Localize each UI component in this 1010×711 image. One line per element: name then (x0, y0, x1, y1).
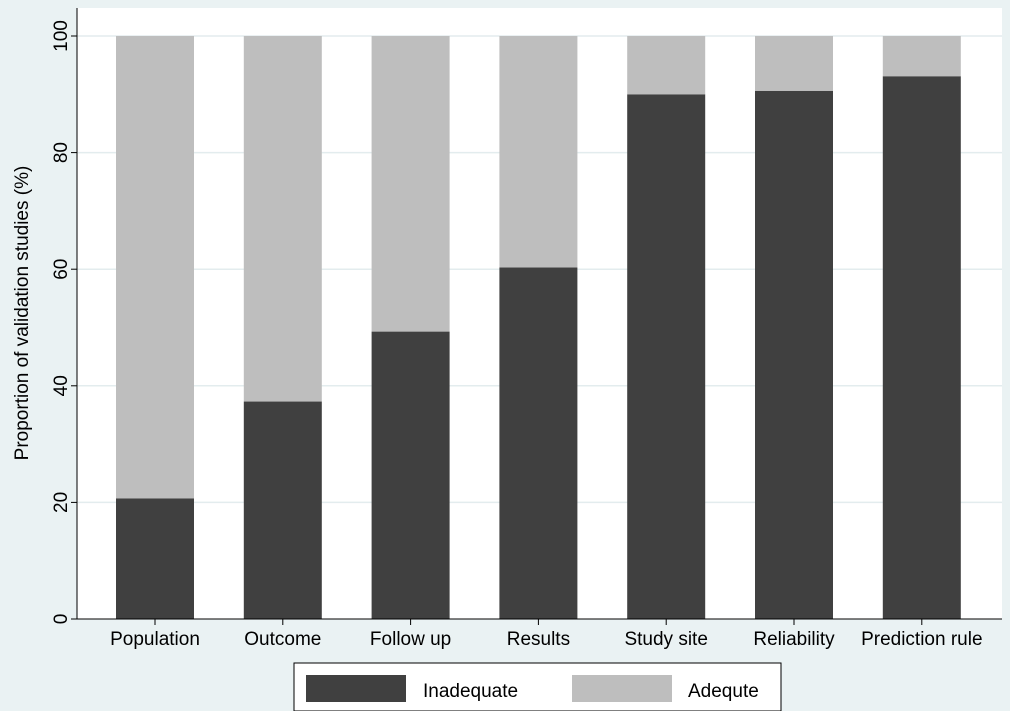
bar-adequte (243, 36, 322, 402)
legend-swatch-inadequate (306, 675, 406, 702)
y-tick-label: 40 (51, 375, 72, 396)
x-category-label: Reliability (753, 629, 835, 650)
y-axis-title: Proportion of validation studies (%) (12, 166, 33, 461)
x-category-label: Outcome (244, 629, 321, 650)
x-category-label: Results (507, 629, 570, 650)
bar-adequte (755, 36, 833, 91)
bar-adequte (882, 36, 961, 77)
x-category-label: Prediction rule (861, 629, 982, 650)
bar-inadequate (243, 401, 322, 619)
y-tick-label: 100 (51, 20, 72, 52)
bar-inadequate (755, 90, 833, 619)
bar-adequte (371, 36, 450, 332)
bar-inadequate (371, 331, 450, 619)
y-tick-label: 80 (51, 142, 72, 163)
bar-inadequate (116, 498, 194, 619)
x-category-label: Study site (624, 629, 707, 650)
bars (116, 36, 961, 620)
bar-inadequate (499, 267, 578, 619)
y-axis-ticks: 0 20 40 60 80 100 (51, 20, 77, 624)
bar-adequte (116, 36, 194, 499)
legend-label-inadequate: Inadequate (423, 681, 518, 702)
bar-inadequate (882, 76, 961, 620)
legend-label-adequte: Adequte (688, 681, 759, 702)
y-tick-label: 60 (51, 259, 72, 280)
x-category-label: Follow up (370, 629, 451, 650)
y-tick-label: 0 (51, 614, 72, 625)
x-category-label: Population (110, 629, 200, 650)
legend-swatch-adequte (572, 675, 672, 702)
bar-adequte (499, 36, 578, 268)
bar-adequte (627, 36, 706, 95)
bar-inadequate (627, 94, 706, 620)
y-tick-label: 20 (51, 492, 72, 513)
x-axis-labels: Population Outcome Follow up Results Study s… (110, 619, 983, 650)
legend: Inadequate Adequte (293, 662, 782, 711)
